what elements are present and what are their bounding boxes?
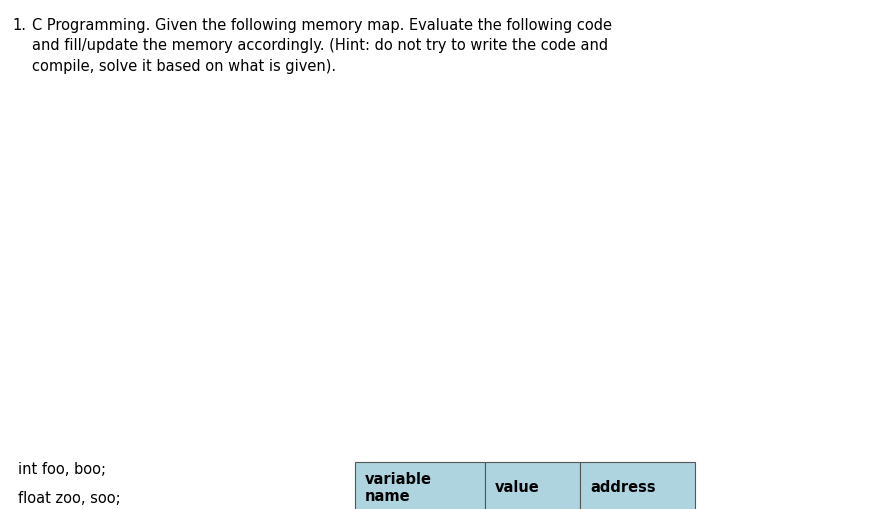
Bar (485, 462, 580, 509)
Text: address: address (590, 480, 655, 495)
Text: value: value (495, 480, 540, 495)
Bar (580, 462, 695, 509)
Bar (355, 462, 485, 509)
Text: float zoo, soo;: float zoo, soo; (18, 491, 121, 505)
Text: variable
name: variable name (365, 472, 432, 504)
Text: C Programming. Given the following memory map. Evaluate the following code
and f: C Programming. Given the following memor… (32, 18, 612, 74)
Text: 1.: 1. (12, 18, 26, 33)
Text: int foo, boo;: int foo, boo; (18, 462, 106, 477)
